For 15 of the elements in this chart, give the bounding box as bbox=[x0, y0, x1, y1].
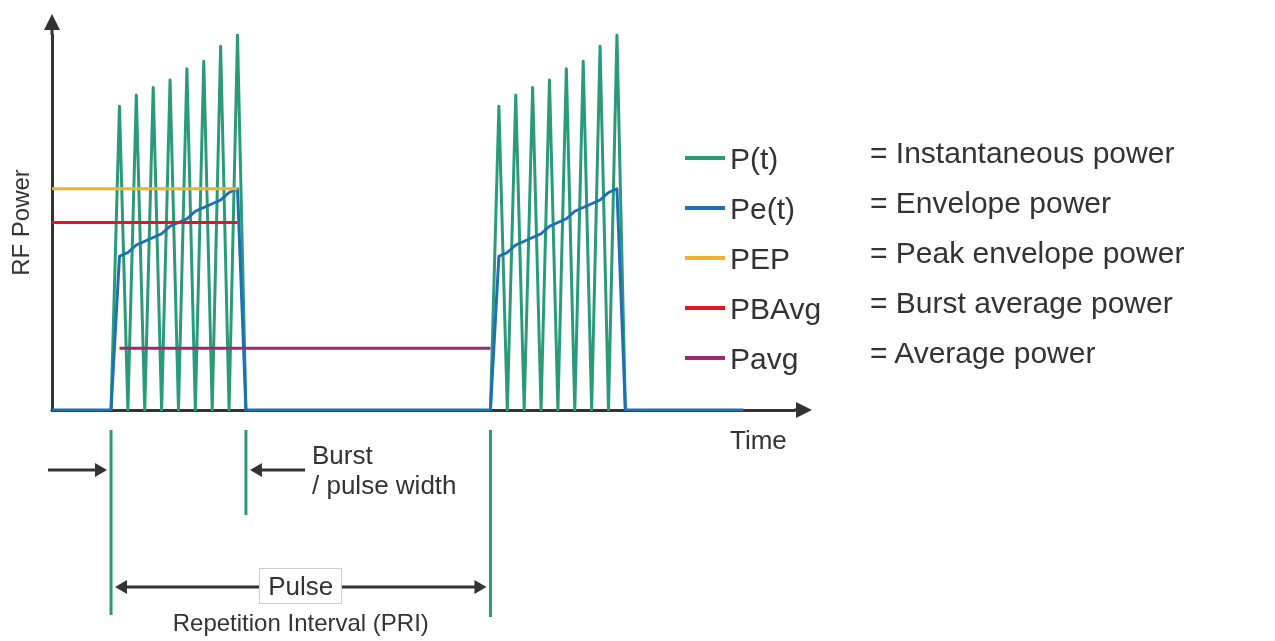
text: Burst / pulse width bbox=[312, 440, 457, 500]
text: = Peak envelope power bbox=[870, 235, 1185, 271]
legend-label: Pe(t) bbox=[730, 191, 796, 225]
text: = Average power bbox=[870, 335, 1096, 371]
text: = Burst average power bbox=[870, 285, 1173, 321]
text: = Envelope power bbox=[870, 185, 1111, 221]
text: = Instantaneous power bbox=[870, 135, 1175, 171]
x-axis-title: Time bbox=[730, 424, 787, 456]
y-axis-title: RF Power bbox=[6, 169, 34, 276]
legend-label: PBAvg bbox=[730, 291, 822, 325]
legend-label: PEP bbox=[730, 241, 791, 275]
text: Pulse bbox=[259, 568, 343, 604]
legend-label: P(t) bbox=[730, 141, 779, 175]
legend-label: Pavg bbox=[730, 341, 799, 375]
text: Repetition Interval (PRI) bbox=[172, 608, 429, 638]
